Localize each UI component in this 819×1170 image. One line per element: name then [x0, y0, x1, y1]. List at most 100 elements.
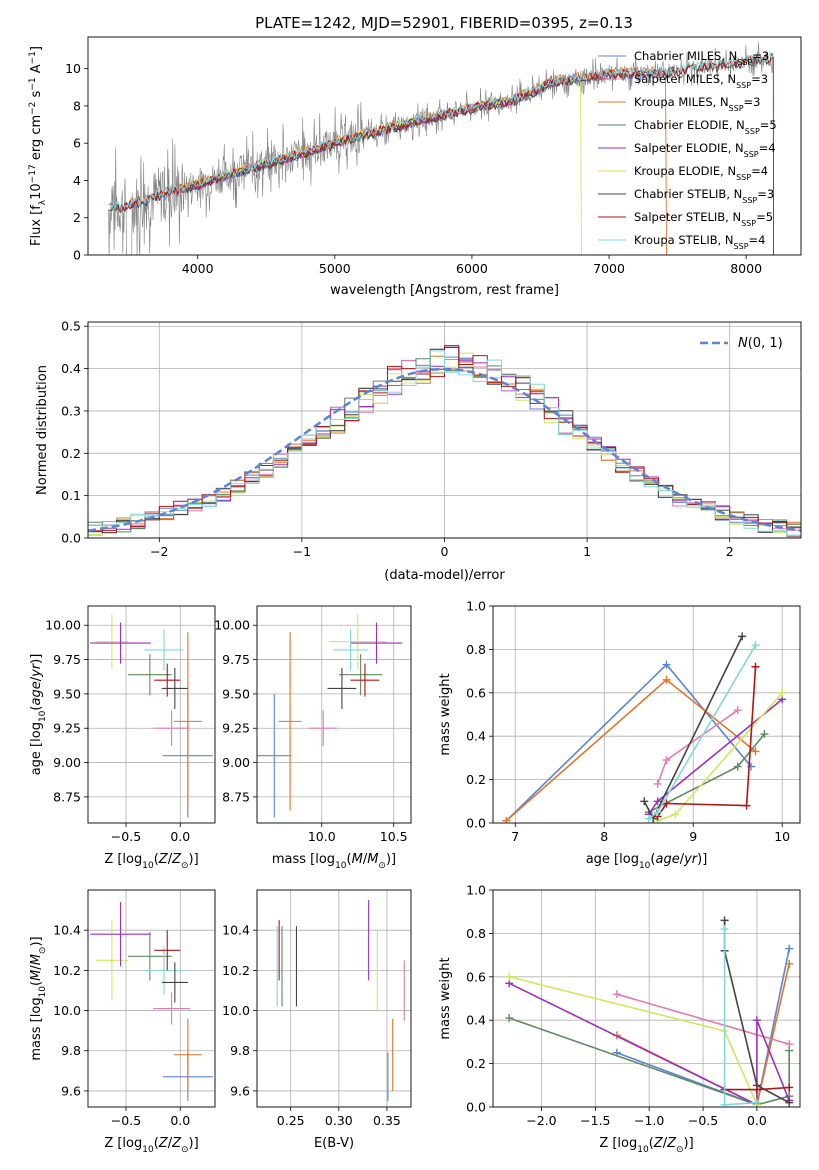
y-tick-label: 10.00 [45, 618, 81, 633]
label-part: / [680, 852, 685, 867]
errorbar-chabrier_miles [257, 693, 292, 818]
y-tick-label: 1.0 [466, 883, 486, 898]
legend-text: Salpeter STELIB, N [634, 210, 741, 224]
x-tick-label: 10.0 [308, 829, 336, 844]
label-part: ( [154, 1136, 159, 1151]
label-part: M [29, 970, 44, 981]
x-axis-label: mass [log10(M/M⊙)] [272, 852, 396, 871]
label-part: Z [log [599, 1136, 637, 1151]
label-part: age [log [29, 722, 44, 775]
label-part: / [363, 852, 368, 867]
x-tick-label: 1 [583, 544, 591, 559]
label-part: / [29, 965, 44, 970]
label-part: )] [386, 852, 396, 867]
model-spectrum-salpeter_miles [128, 67, 666, 209]
weight-line-salpeter_miles [616, 993, 790, 1045]
legend-label-chabrier_miles: Chabrier MILES, NSSP=3 [634, 49, 769, 67]
weight-marker-chabrier_elodie [785, 1046, 794, 1055]
y-tick-label: 4 [73, 173, 81, 188]
x-axis-label: E(B-V) [314, 1136, 354, 1151]
label-part: )] [697, 852, 707, 867]
weight-marker-kroupa_stelib [751, 641, 760, 650]
legend-label-kroupa_miles: Kroupa MILES, NSSP=3 [634, 95, 760, 113]
legend-sub: SSP [736, 81, 751, 90]
y-tick-label: 9.75 [222, 652, 250, 667]
y-tick-label: 0.6 [466, 685, 486, 700]
y-tick-label: 9.25 [222, 721, 250, 736]
plot-area [505, 916, 794, 1107]
panel-residuals: −2 −1 0 1 2 0.0 0.1 0.2 0.3 0.4 0.5 (data-model)/er… [35, 319, 802, 583]
errorbar-salpeter_elodie [90, 622, 151, 664]
y-tick-label: 0.2 [466, 1056, 486, 1071]
legend-text: Kroupa STELIB, N [634, 233, 734, 247]
legend-label-salpeter_elodie: Salpeter ELODIE, NSSP=4 [634, 141, 776, 159]
legend-label-kroupa_elodie: Kroupa ELODIE, NSSP=4 [634, 164, 768, 182]
plot-area [276, 900, 405, 1101]
x-tick-label: −1.5 [580, 1113, 610, 1128]
label-part: λ [38, 199, 48, 205]
label-part: / [168, 852, 173, 867]
model-spectrum-kroupa_stelib [108, 51, 774, 210]
x-tick-label: 2 [726, 544, 734, 559]
legend-label-normal: N(0, 1) [738, 336, 783, 351]
plot-area [108, 42, 775, 255]
y-tick-label: 9.00 [53, 755, 81, 770]
x-tick-label: 0.0 [170, 829, 190, 844]
axes-frame [87, 605, 216, 824]
x-tick-label: 8000 [730, 261, 762, 276]
label-part: −1 [28, 51, 38, 64]
label-part: )] [684, 1136, 694, 1151]
errorbar-kroupa_elodie [95, 614, 129, 670]
x-tick-label: 7000 [593, 261, 625, 276]
legend-tail: =3 [744, 95, 761, 109]
y-axis-label: age [log10(age/yr)] [29, 654, 48, 776]
y-tick-label: 6 [73, 136, 81, 151]
errorbar-kroupa_miles [278, 632, 302, 811]
y-tick-label: 9.6 [61, 1083, 81, 1098]
panel-weight_vs_Z: −2.0 −1.5 −1.0 −0.5 0.0 0.0 0.2 0.4 0.6 0.8 1.0 Z [… [438, 883, 801, 1155]
histogram-kroupa_stelib [88, 350, 801, 536]
label-part: ( [29, 706, 44, 711]
label-part: Flux [f [29, 205, 44, 246]
y-tick-label: 9.50 [53, 686, 81, 701]
weight-marker-salpeter_stelib [752, 1085, 761, 1094]
label-part: Z [653, 1136, 664, 1151]
label-part: age [log [586, 852, 639, 867]
axes-frame [256, 889, 412, 1108]
y-tick-label: 0.6 [466, 969, 486, 984]
legend-tail: =4 [749, 233, 766, 247]
legend-sub: SSP [736, 173, 751, 182]
x-tick-label: 0.0 [170, 1113, 190, 1128]
y-tick-label: 0.4 [466, 1013, 486, 1028]
label-part: Z [log [104, 1136, 142, 1151]
label-part: Z [158, 852, 169, 867]
weight-line-kroupa_stelib [648, 644, 757, 820]
legend-text: Kroupa MILES, N [634, 95, 729, 109]
label-part: mass [log [272, 852, 335, 867]
axes-frame [256, 605, 412, 824]
label-part: yr [29, 662, 44, 678]
weight-line-kroupa_elodie [657, 692, 783, 822]
y-tick-label: 0.3 [61, 403, 81, 418]
label-part: age [655, 852, 679, 867]
legend-sub: SSP [745, 127, 760, 136]
errorbar-kroupa_stelib [144, 946, 184, 995]
label-part: ⊙ [181, 1145, 189, 1155]
axes-frame [87, 321, 802, 539]
legend-tail: =3 [751, 72, 768, 86]
weight-marker-kroupa_elodie [505, 972, 514, 981]
x-tick-label: −0.5 [111, 1113, 141, 1128]
y-tick-label: 9.00 [222, 755, 250, 770]
label-part: Z [171, 852, 182, 867]
label-part: )] [29, 936, 44, 946]
errorbar-kroupa_stelib [144, 629, 184, 671]
errorbar-salpeter_miles [153, 710, 191, 747]
y-tick-label: 0 [73, 248, 81, 263]
plot-area [502, 632, 787, 823]
errorbar-kroupa_elodie [328, 614, 387, 670]
label-part: erg cm [29, 115, 44, 164]
weight-marker-salpeter_elodie [653, 797, 662, 806]
y-tick-label: 0.8 [466, 926, 486, 941]
weight-marker-salpeter_miles [662, 756, 671, 765]
